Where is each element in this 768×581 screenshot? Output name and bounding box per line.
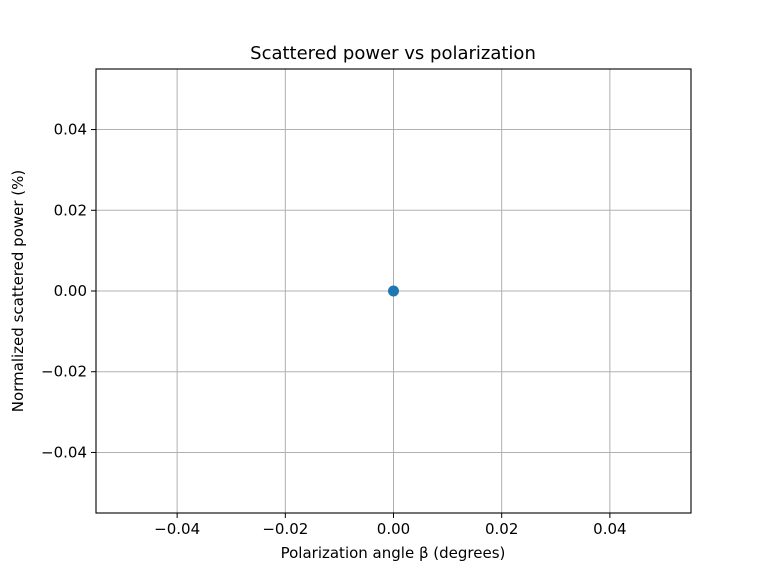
- y-ticks: −0.04 −0.02 0.00 0.02 0.04: [41, 121, 96, 461]
- y-tick-label: 0.02: [54, 201, 87, 219]
- grid-layer: [96, 69, 691, 513]
- x-tick-label: 0.04: [593, 520, 626, 538]
- chart-title: Scattered power vs polarization: [250, 43, 536, 64]
- x-axis-label: Polarization angle β (degrees): [281, 544, 506, 562]
- y-tick-label: −0.04: [41, 443, 87, 461]
- x-tick-label: 0.02: [485, 520, 518, 538]
- data-point: [388, 285, 399, 297]
- y-axis-label: Normalized scattered power (%): [9, 170, 27, 413]
- x-ticks: −0.04 −0.02 0.00 0.02 0.04: [154, 513, 627, 538]
- y-tick-label: −0.02: [41, 363, 87, 381]
- data-layer: [388, 285, 399, 297]
- y-tick-label: 0.00: [54, 282, 87, 300]
- x-tick-label: −0.02: [262, 520, 308, 538]
- x-tick-label: 0.00: [377, 520, 410, 538]
- y-tick-label: 0.04: [54, 121, 87, 139]
- x-tick-label: −0.04: [154, 520, 200, 538]
